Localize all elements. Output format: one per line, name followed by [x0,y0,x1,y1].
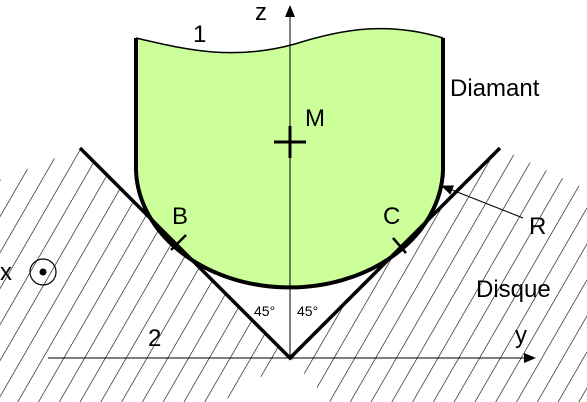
region-2-label: 2 [148,325,161,352]
angle-left-label: 45° [254,303,275,319]
radius-label: R [529,213,546,240]
x-axis-out-of-plane-symbol [29,258,57,286]
y-axis-label: y [515,322,527,349]
disc-label: Disque [476,276,551,303]
point-m-marker [274,126,306,158]
z-axis-label: z [255,0,267,26]
point-m-label: M [305,105,325,132]
point-b-label: B [172,203,188,230]
region-1-label: 1 [193,21,206,48]
point-c-marker [392,237,407,254]
diamond-shape [135,28,443,288]
diamond-label: Diamant [450,75,540,102]
x-axis-label: x [0,259,12,286]
point-c-label: C [383,203,400,230]
angle-right-label: 45° [297,303,318,319]
diamond-top-edge [135,27,444,54]
radius-leader-line [441,185,524,219]
point-b-marker [170,234,187,251]
